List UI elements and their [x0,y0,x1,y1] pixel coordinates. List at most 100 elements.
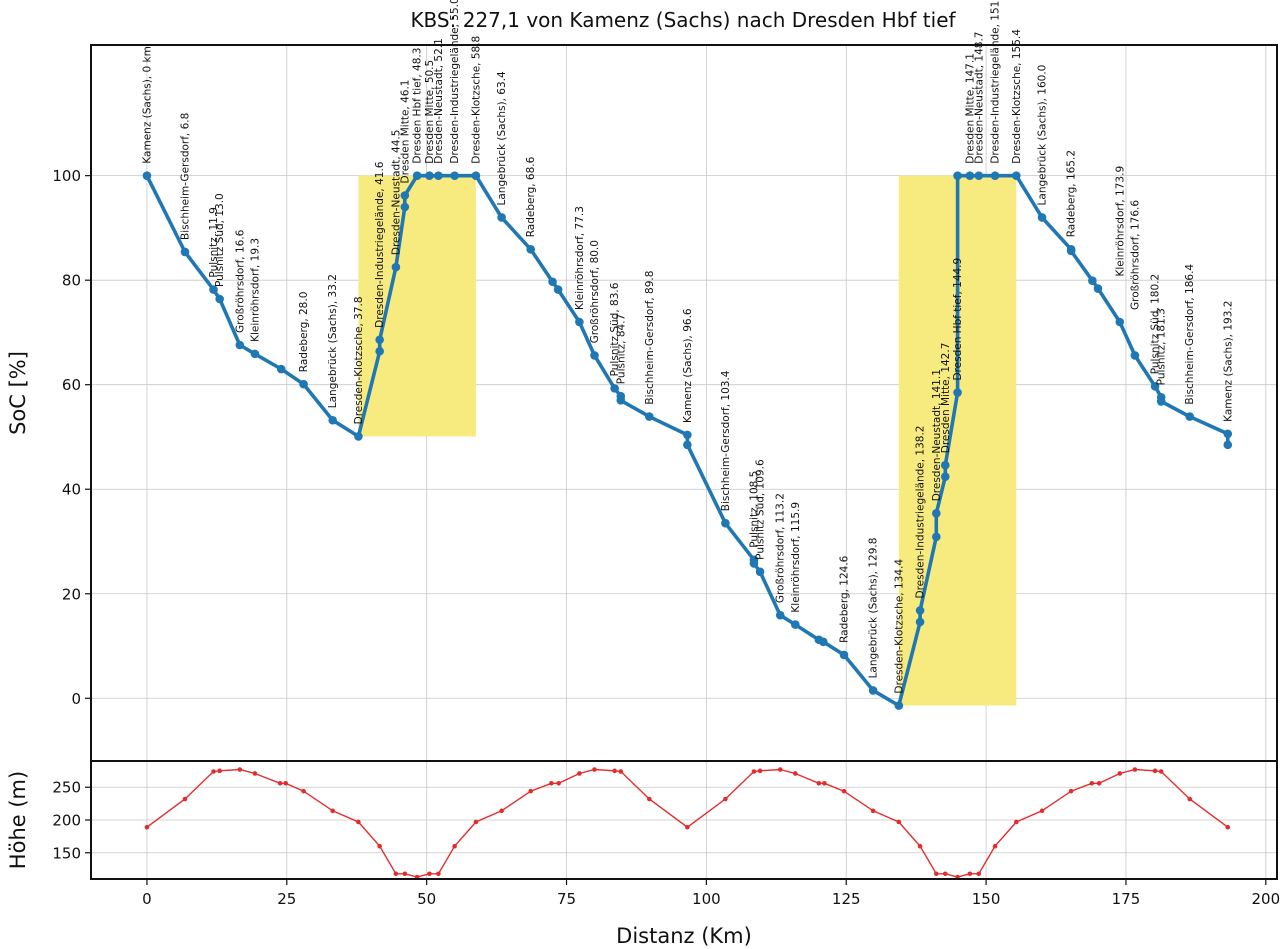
soc-point [471,171,481,180]
soc-point [683,430,692,440]
station-label: Dresden-Klotzsche, 37.8 [353,296,365,424]
station-label: Dresden-Neustadt, 148.7 [973,31,985,163]
station-label: Dresden-Neustadt, 141.1 [931,369,943,501]
elevation-point [436,871,441,877]
soc-point [400,191,410,200]
x-tick-label: 175 [1112,890,1141,908]
x-axis-title: Distanz (Km) [616,924,752,948]
station-label: Bischheim-Gersdorf, 103.4 [720,370,732,511]
elevation-point [377,843,382,849]
station-label: Bischheim-Gersdorf, 6.8 [179,113,191,240]
soc-point [932,508,941,518]
soc-point [375,346,384,356]
station-label: Langebrück (Sachs), 33.2 [327,274,339,408]
station-label: Dresden-Industriegelände, 55.0 [449,0,461,164]
station-label: Kleinröhrsdorf, 77.3 [574,206,586,310]
elevation-point [393,871,399,877]
station-label: Dresden-Industriegelände, 138.2 [915,426,927,599]
elevation-point [1158,769,1164,774]
soc-y-tick-label: 40 [62,481,81,499]
soc-point [1185,412,1195,421]
soc-point [299,379,308,389]
soc-points [142,171,1233,710]
soc-point [616,396,626,405]
soc-point [818,637,828,647]
station-label: Dresden-Klotzsche, 155.4 [1011,29,1023,164]
x-tick-label: 100 [692,890,721,908]
station-label: Pulsnitz, 108.5 [748,471,760,548]
soc-point [526,245,536,254]
elevation-line [146,768,1229,878]
station-label: Pulsnitz Süd, 13.0 [214,193,226,287]
elevation-point [1039,808,1045,814]
station-label: Großröhrsdorf, 80.0 [589,240,601,343]
elevation-point [917,843,923,849]
soc-point [450,171,459,180]
soc-point [645,412,654,421]
soc-point [791,620,800,629]
soc-point [974,171,984,180]
elevation-point [499,808,504,814]
soc-point [1093,284,1103,293]
x-tick-label: 75 [557,890,576,908]
elevation-point [252,771,258,776]
soc-point [375,335,384,345]
soc-point [721,518,730,528]
elevation-y-tick-label: 250 [52,779,81,797]
soc-point [400,202,410,212]
elevation-y-tick-label: 150 [52,844,81,862]
station-label: Dresden Mitte, 46.1 [399,80,411,184]
soc-y-axis-title: SoC [%] [6,351,30,435]
soc-grid [91,45,1277,761]
soc-point [575,317,584,327]
station-label: Kleinröhrsdorf, 19.3 [249,238,261,342]
soc-point [1223,429,1233,439]
elevation-point [1225,824,1231,830]
elevation-point [647,796,652,802]
station-label: Dresden-Klotzsche, 134.4 [893,559,905,694]
elevation-point [1068,788,1074,794]
elevation-point [1117,771,1123,776]
station-label: Radeberg, 165.2 [1066,150,1078,237]
elevation-point [618,769,624,774]
soc-point [683,440,692,450]
elevation-point [992,843,998,849]
elevation-point [301,788,306,794]
x-tick-label: 150 [972,890,1001,908]
station-label: Pulsnitz, 11.9 [208,207,220,277]
elevation-series [146,768,1229,878]
elevation-point [1014,819,1019,825]
elevation-point [1132,767,1138,772]
soc-point [1223,440,1233,450]
elevation-point [237,767,243,772]
soc-point [434,171,443,180]
soc-point [775,610,785,620]
x-tick-label: 50 [417,890,436,908]
elevation-point [283,780,288,786]
soc-point [915,617,925,627]
soc-point [610,384,619,393]
elevation-point [1089,780,1095,786]
elevation-grid [91,761,1277,879]
station-label: Kamenz (Sachs), 96.6 [682,308,694,423]
station-label: Dresden Hbf tief, 144.9 [952,258,964,381]
soc-point [953,171,962,180]
soc-point [1088,276,1097,286]
station-label: Langebrück (Sachs), 63.4 [496,71,508,205]
station-label: Dresden-Neustadt, 44.5 [390,130,402,255]
soc-point [142,171,152,180]
station-label: Pulsnitz, 84.7 [615,314,627,384]
distance-x-ticks: 0 25 50 75 100 125 150 175 200 [142,879,1280,908]
soc-point [209,285,218,294]
soc-y-tick-label: 80 [62,272,81,290]
elevation-point [685,824,690,830]
soc-y-tick-label: 60 [62,376,81,394]
station-label: Dresden Mitte, 50.5 [424,60,436,164]
elevation-point [452,843,457,849]
station-label: Dresden Mitte, 142.7 [940,343,952,454]
soc-point [965,171,975,180]
soc-point [932,532,941,542]
elevation-point [402,871,408,877]
elevation-point [841,788,847,794]
